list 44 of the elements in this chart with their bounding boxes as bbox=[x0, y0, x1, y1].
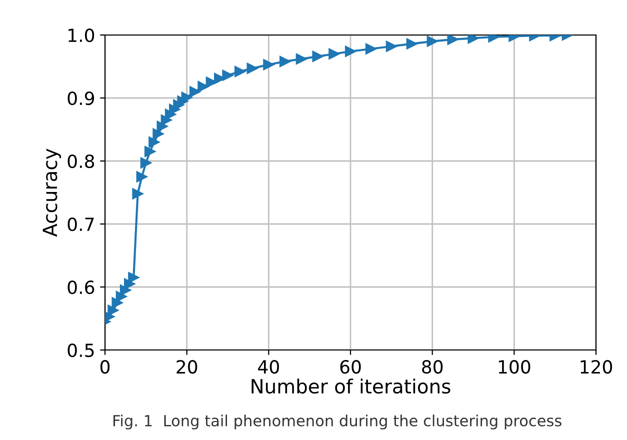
point bbox=[328, 48, 340, 60]
point bbox=[108, 304, 119, 316]
point bbox=[124, 278, 136, 290]
point bbox=[152, 128, 164, 140]
point bbox=[112, 297, 123, 308]
y-axis-title: Accuracy bbox=[42, 148, 62, 237]
caption: Fig. 1 Long tail phenomenon during the clustering process bbox=[114, 414, 562, 430]
x-tick-label: 80 bbox=[422, 360, 443, 374]
point bbox=[148, 136, 160, 148]
x-tick-label: 120 bbox=[580, 360, 612, 374]
point bbox=[156, 120, 168, 132]
point bbox=[312, 50, 324, 62]
point bbox=[296, 53, 307, 64]
point bbox=[426, 36, 438, 47]
y-tick-label: 0.5 bbox=[68, 343, 94, 358]
point bbox=[468, 35, 479, 44]
point bbox=[386, 40, 397, 52]
point bbox=[222, 70, 234, 81]
point bbox=[279, 56, 291, 68]
point bbox=[344, 46, 356, 57]
x-tick-label: 60 bbox=[340, 360, 361, 374]
point bbox=[132, 188, 144, 200]
x-tick-label: 100 bbox=[498, 360, 530, 374]
y-tick-label: 0.7 bbox=[68, 217, 94, 232]
x-tick-label: 40 bbox=[258, 360, 279, 374]
x-tick-label: 20 bbox=[176, 360, 198, 374]
y-tick-label: 0.9 bbox=[68, 91, 94, 106]
point bbox=[246, 62, 258, 74]
point bbox=[406, 38, 418, 50]
point bbox=[189, 86, 201, 98]
point bbox=[144, 146, 156, 158]
point bbox=[263, 59, 274, 70]
point bbox=[365, 43, 377, 54]
x-axis-title: Number of iterations bbox=[252, 378, 450, 394]
point bbox=[198, 81, 209, 92]
y-tick-label: 1.0 bbox=[68, 28, 94, 42]
x-tick-label: 0 bbox=[100, 360, 110, 374]
point bbox=[136, 171, 148, 182]
point bbox=[234, 66, 246, 78]
y-tick-label: 0.6 bbox=[68, 280, 94, 294]
point bbox=[447, 35, 458, 45]
y-tick-label: 0.8 bbox=[68, 154, 94, 168]
point bbox=[120, 284, 132, 296]
point bbox=[140, 157, 152, 168]
